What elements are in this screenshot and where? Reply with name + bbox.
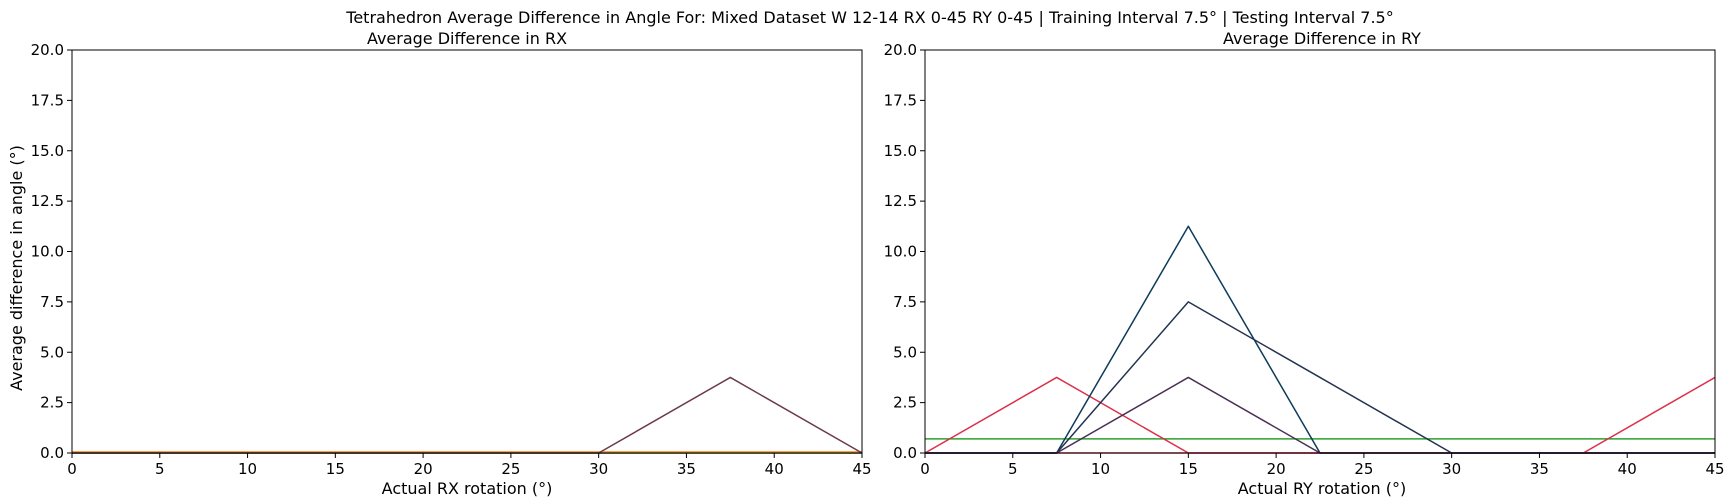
figure-title: Tetrahedron Average Difference in Angle … <box>345 8 1393 27</box>
ry-series-line-5 <box>925 376 1715 454</box>
ry-x-tick-label-4: 20 <box>1267 460 1286 478</box>
rx-x-tick-label-4: 20 <box>414 460 433 478</box>
ry-y-tick-label-8: 20.0 <box>884 41 917 59</box>
rx-y-tick-label-2: 5.0 <box>40 343 64 361</box>
ry-x-axis-label: Actual RY rotation (°) <box>1238 479 1406 498</box>
rx-series-group <box>72 376 863 454</box>
ry-x-tick-label-3: 15 <box>1179 460 1198 478</box>
rx-y-tick-label-6: 15.0 <box>31 142 64 160</box>
ry-subplot-title: Average Difference in RY <box>1223 29 1421 48</box>
rx-x-tick-label-8: 40 <box>765 460 784 478</box>
ry-x-tick-label-5: 25 <box>1354 460 1373 478</box>
rx-y-tick-label-8: 20.0 <box>31 41 64 59</box>
ry-plot-frame <box>924 49 1716 454</box>
rx-y-tick-label-4: 10.0 <box>31 243 64 261</box>
ry-series-group <box>924 225 1716 454</box>
ry-x-tick-label-9: 45 <box>1705 460 1724 478</box>
ry-x-tick-label-7: 35 <box>1530 460 1549 478</box>
ry-y-tick-label-0: 0.0 <box>893 444 917 462</box>
ry-x-tick-label-2: 10 <box>1091 460 1110 478</box>
rx-x-tick-label-5: 25 <box>501 460 520 478</box>
rx-y-tick-label-3: 7.5 <box>40 293 64 311</box>
ry-y-tick-label-6: 15.0 <box>884 142 917 160</box>
ry-x-tick-label-1: 5 <box>1008 460 1018 478</box>
ry-y-tick-label-5: 12.5 <box>884 192 917 210</box>
ry-y-tick-label-3: 7.5 <box>893 293 917 311</box>
rx-x-axis-label: Actual RX rotation (°) <box>382 479 553 498</box>
rx-x-tick-label-0: 0 <box>67 460 77 478</box>
ry-series-line-3 <box>925 225 1715 454</box>
rx-x-tick-label-9: 45 <box>852 460 871 478</box>
rx-y-tick-label-5: 12.5 <box>31 192 64 210</box>
ry-y-tick-label-2: 5.0 <box>893 343 917 361</box>
rx-y-tick-label-7: 17.5 <box>31 91 64 109</box>
ry-subplot: Average Difference in RY Actual RY rotat… <box>884 29 1725 498</box>
ry-y-tick-label-1: 2.5 <box>893 394 917 412</box>
rx-x-tick-label-3: 15 <box>326 460 345 478</box>
ry-series-line-4 <box>925 301 1715 454</box>
rx-subplot-title: Average Difference in RX <box>367 29 567 48</box>
ry-y-tick-label-4: 10.0 <box>884 243 917 261</box>
ry-series-line-1 <box>924 376 1715 454</box>
ry-x-tick-label-0: 0 <box>920 460 930 478</box>
rx-series-line-3 <box>72 376 863 454</box>
rx-plot-frame <box>71 49 863 454</box>
rx-y-tick-label-1: 2.5 <box>40 394 64 412</box>
ry-series-line-2 <box>925 376 1716 454</box>
rx-x-tick-label-2: 10 <box>238 460 257 478</box>
ry-y-tick-label-7: 17.5 <box>884 91 917 109</box>
rx-y-axis-label: Average difference in angle (°) <box>7 145 26 391</box>
ry-x-tick-label-6: 30 <box>1442 460 1461 478</box>
rx-x-tick-label-6: 30 <box>589 460 608 478</box>
rx-x-tick-label-7: 35 <box>677 460 696 478</box>
rx-subplot: Average Difference in RX Actual RX rotat… <box>7 29 872 498</box>
rx-x-tick-label-1: 5 <box>155 460 165 478</box>
ry-x-tick-label-8: 40 <box>1618 460 1637 478</box>
rx-y-tick-label-0: 0.0 <box>40 444 64 462</box>
